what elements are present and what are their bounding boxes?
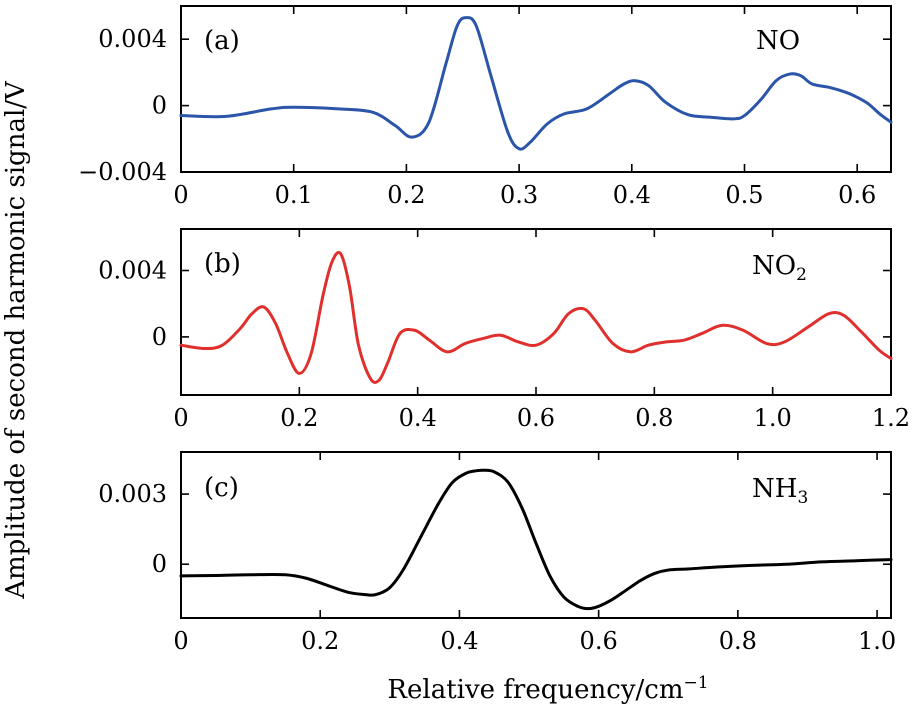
- panel-c-xtick-label: 1.0: [858, 627, 896, 655]
- panel-c-ytick-label: 0.003: [98, 480, 167, 508]
- panel-a-xtick-label: 0: [173, 181, 188, 209]
- panel-b-no2-series-line: [179, 251, 893, 384]
- panel-a-xtick-label: 0.5: [725, 181, 763, 209]
- panel-b-xtick-label: 0.2: [280, 404, 318, 432]
- panel-c-label: (c): [204, 473, 239, 503]
- panel-c-ytick-label: 0: [152, 550, 167, 578]
- panel-b-xtick-label: 0.6: [517, 404, 555, 432]
- panel-c-nh3-series-line: [179, 468, 893, 611]
- panel-a-xtick-label: 0.3: [500, 181, 538, 209]
- panel-b-xtick-label: 0.4: [399, 404, 437, 432]
- panel-a-xtick-label: 0.4: [613, 181, 651, 209]
- panel-b-xtick-label: 1.2: [872, 404, 910, 432]
- x-axis-title: Relative frequency/cm−1: [387, 673, 708, 705]
- panel-c-xtick-label: 0.6: [580, 627, 618, 655]
- panel-c-species-label: NH3: [752, 474, 808, 508]
- panel-c-species-text: NH: [752, 474, 797, 504]
- panel-b-species-label: NO2: [752, 251, 807, 285]
- panel-c-xtick-label: 0.2: [301, 627, 339, 655]
- panel-a-ytick-label: −0.004: [78, 158, 167, 186]
- panel-c-species-subscript: 3: [797, 488, 808, 508]
- panel-a-no-series-line: [179, 16, 893, 151]
- panel-b-tick-labels: 0 0.2 0.4 0.6 0.8 1.0 1.2 0 0.004: [98, 257, 910, 433]
- panel-a-xtick-label: 0.1: [275, 181, 313, 209]
- panel-c-ticks: [180, 452, 891, 618]
- panel-c-nh3: 0 0.2 0.4 0.6 0.8 1.0 0 0.003 (c) NH3: [98, 451, 896, 655]
- panel-b-ticks: [180, 229, 892, 395]
- panel-b-xtick-label: 0.8: [635, 404, 673, 432]
- panel-c-tick-labels: 0 0.2 0.4 0.6 0.8 1.0 0 0.003: [98, 480, 896, 655]
- panel-b-species-subscript: 2: [796, 265, 807, 285]
- y-axis-title: Amplitude of second harmonic signal/V: [1, 80, 31, 600]
- panel-a-ytick-label: 0.004: [98, 25, 167, 53]
- panel-b-ytick-label: 0.004: [98, 257, 167, 285]
- panel-b-xtick-label: 1.0: [754, 404, 792, 432]
- panel-b-species-text: NO: [752, 251, 796, 281]
- x-axis-title-superscript: −1: [684, 673, 709, 693]
- x-axis-title-text: Relative frequency/cm: [387, 675, 683, 705]
- panel-c-xtick-label: 0.8: [719, 627, 757, 655]
- panel-c-plot-frame: [180, 451, 892, 619]
- panel-a-label: (a): [204, 26, 240, 56]
- panel-a-plot-frame: [180, 5, 892, 173]
- panel-b-no2: 0 0.2 0.4 0.6 0.8 1.0 1.2 0 0.004 (b) NO2: [98, 228, 910, 433]
- panel-c-xtick-label: 0.4: [440, 627, 478, 655]
- panel-b-ytick-label: 0: [152, 323, 167, 351]
- panel-a-xtick-label: 0.6: [838, 181, 876, 209]
- panel-b-label: (b): [204, 249, 241, 279]
- panel-a-species-text: NO: [756, 26, 800, 56]
- panel-a-ticks: [180, 6, 891, 173]
- panel-c-xtick-label: 0: [173, 627, 188, 655]
- panel-a-xtick-label: 0.2: [387, 181, 425, 209]
- panel-b-xtick-label: 0: [173, 404, 188, 432]
- panel-a-ytick-label: 0: [152, 92, 167, 120]
- panel-a-species-label: NO: [756, 26, 800, 56]
